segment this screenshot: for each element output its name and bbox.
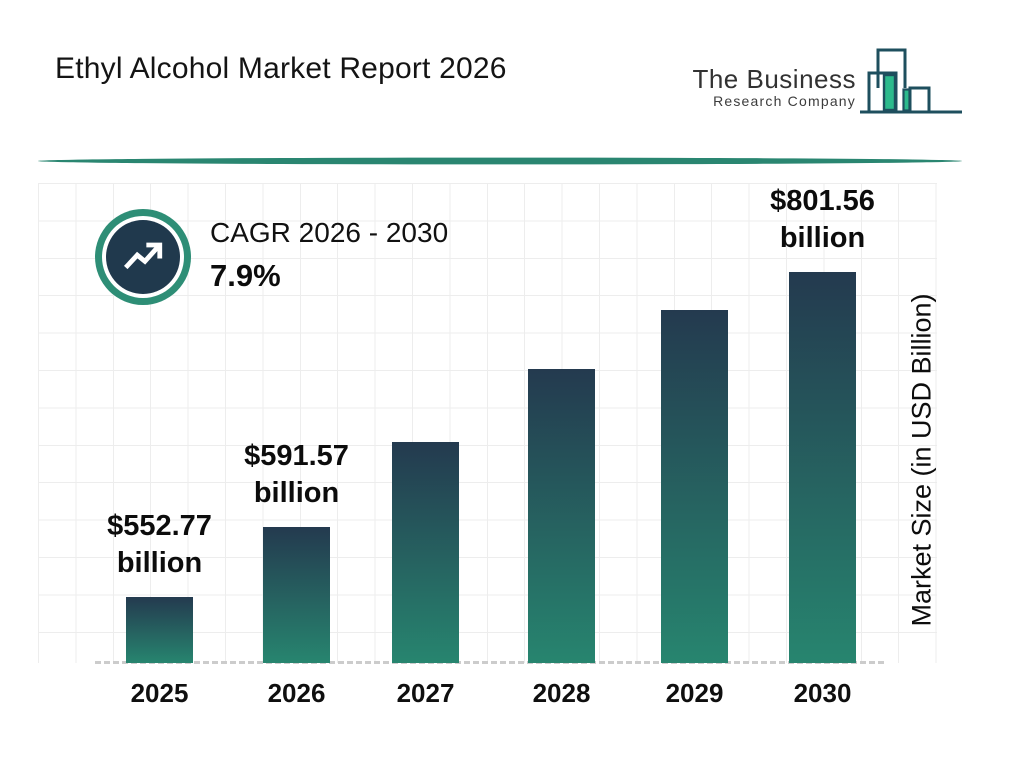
- company-logo: The Business Research Company: [692, 38, 966, 123]
- x-tick-label-2030: 2030: [793, 678, 852, 708]
- company-name: The Business: [692, 64, 856, 94]
- page-title: Ethyl Alcohol Market Report 2026: [55, 52, 507, 85]
- skyline-bars-icon: [858, 38, 966, 123]
- x-tick-label-2028: 2028: [532, 678, 591, 708]
- bar-2026: [263, 527, 330, 663]
- x-axis-dashed-line: [95, 661, 884, 664]
- y-axis-title: Market Size (in USD Billion): [906, 293, 937, 627]
- bar-value-label-2026: $591.57 billion: [244, 440, 349, 509]
- trending-up-icon: [106, 220, 180, 294]
- cagr-badge: [95, 209, 191, 305]
- x-tick-label-2027: 2027: [396, 678, 455, 708]
- bar-value-label-2030: $801.56 billion: [770, 185, 875, 254]
- bar-2027: [392, 442, 459, 663]
- company-logo-text: The Business Research Company: [692, 66, 856, 123]
- x-tick-label-2025: 2025: [130, 678, 189, 708]
- x-tick-label-2029: 2029: [665, 678, 724, 708]
- divider-rule: [0, 154, 1024, 168]
- cagr-value: 7.9%: [210, 258, 281, 293]
- bar-value-label-2025: $552.77 billion: [107, 510, 212, 579]
- bar-2025: [126, 597, 193, 663]
- bar-2029: [661, 310, 728, 663]
- company-subname: Research Company: [713, 93, 856, 109]
- cagr-period-label: CAGR 2026 - 2030: [210, 217, 449, 248]
- bar-2028: [528, 369, 595, 663]
- bar-2030: [789, 272, 856, 663]
- cagr-text-block: CAGR 2026 - 2030 7.9%: [210, 217, 448, 294]
- x-tick-label-2026: 2026: [267, 678, 326, 708]
